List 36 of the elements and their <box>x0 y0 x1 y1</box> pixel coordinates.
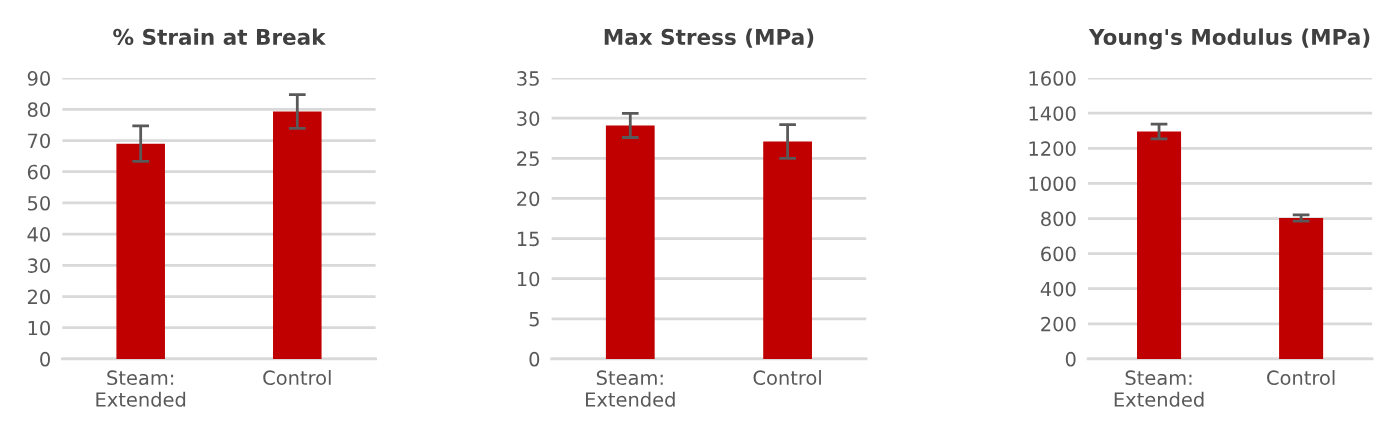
chart-title: % Strain at Break <box>113 28 326 46</box>
x-tick-label: Steam: Extended <box>1114 370 1204 407</box>
chart-title: Max Stress (MPa) <box>604 28 814 48</box>
y-tick-label: 50 <box>28 195 50 211</box>
y-tick-label: 60 <box>27 164 50 180</box>
y-tick-label: 5 <box>529 312 539 327</box>
y-tick-label: 0 <box>529 351 540 367</box>
y-tick-label: 25 <box>517 151 539 167</box>
y-tick-label: 10 <box>517 271 540 287</box>
x-tick-label: Control <box>1267 370 1335 386</box>
y-tick-label: 1000 <box>1029 176 1076 192</box>
y-tick-label: 800 <box>1041 211 1076 227</box>
y-tick-label: 1600 <box>1029 71 1076 86</box>
y-tick-label: 15 <box>517 231 539 247</box>
y-tick-label: 40 <box>27 227 50 242</box>
y-tick-label: 0 <box>1065 351 1076 367</box>
chart-title: Young's Modulus (MPa) <box>1088 28 1370 50</box>
y-tick-label: 30 <box>517 111 540 126</box>
x-tick-label: Control <box>263 370 331 386</box>
y-tick-label: 35 <box>517 71 539 86</box>
y-tick-label: 80 <box>27 102 50 117</box>
y-tick-label: 30 <box>28 258 50 273</box>
y-tick-label: 70 <box>28 133 50 149</box>
y-tick-label: 20 <box>27 289 50 305</box>
y-tick-label: 600 <box>1041 246 1076 262</box>
y-tick-label: 400 <box>1040 281 1076 297</box>
x-tick-label: Steam: Extended <box>96 370 186 407</box>
y-tick-label: 1200 <box>1029 141 1076 156</box>
y-tick-label: 200 <box>1041 316 1076 332</box>
y-tick-label: 20 <box>517 191 540 207</box>
y-tick-label: 1400 <box>1029 106 1076 121</box>
y-tick-label: 90 <box>27 71 50 86</box>
x-tick-label: Control <box>753 370 821 386</box>
y-tick-label: 0 <box>40 351 50 367</box>
x-tick-label: Steam: Extended <box>586 370 675 407</box>
y-tick-label: 10 <box>28 320 50 336</box>
